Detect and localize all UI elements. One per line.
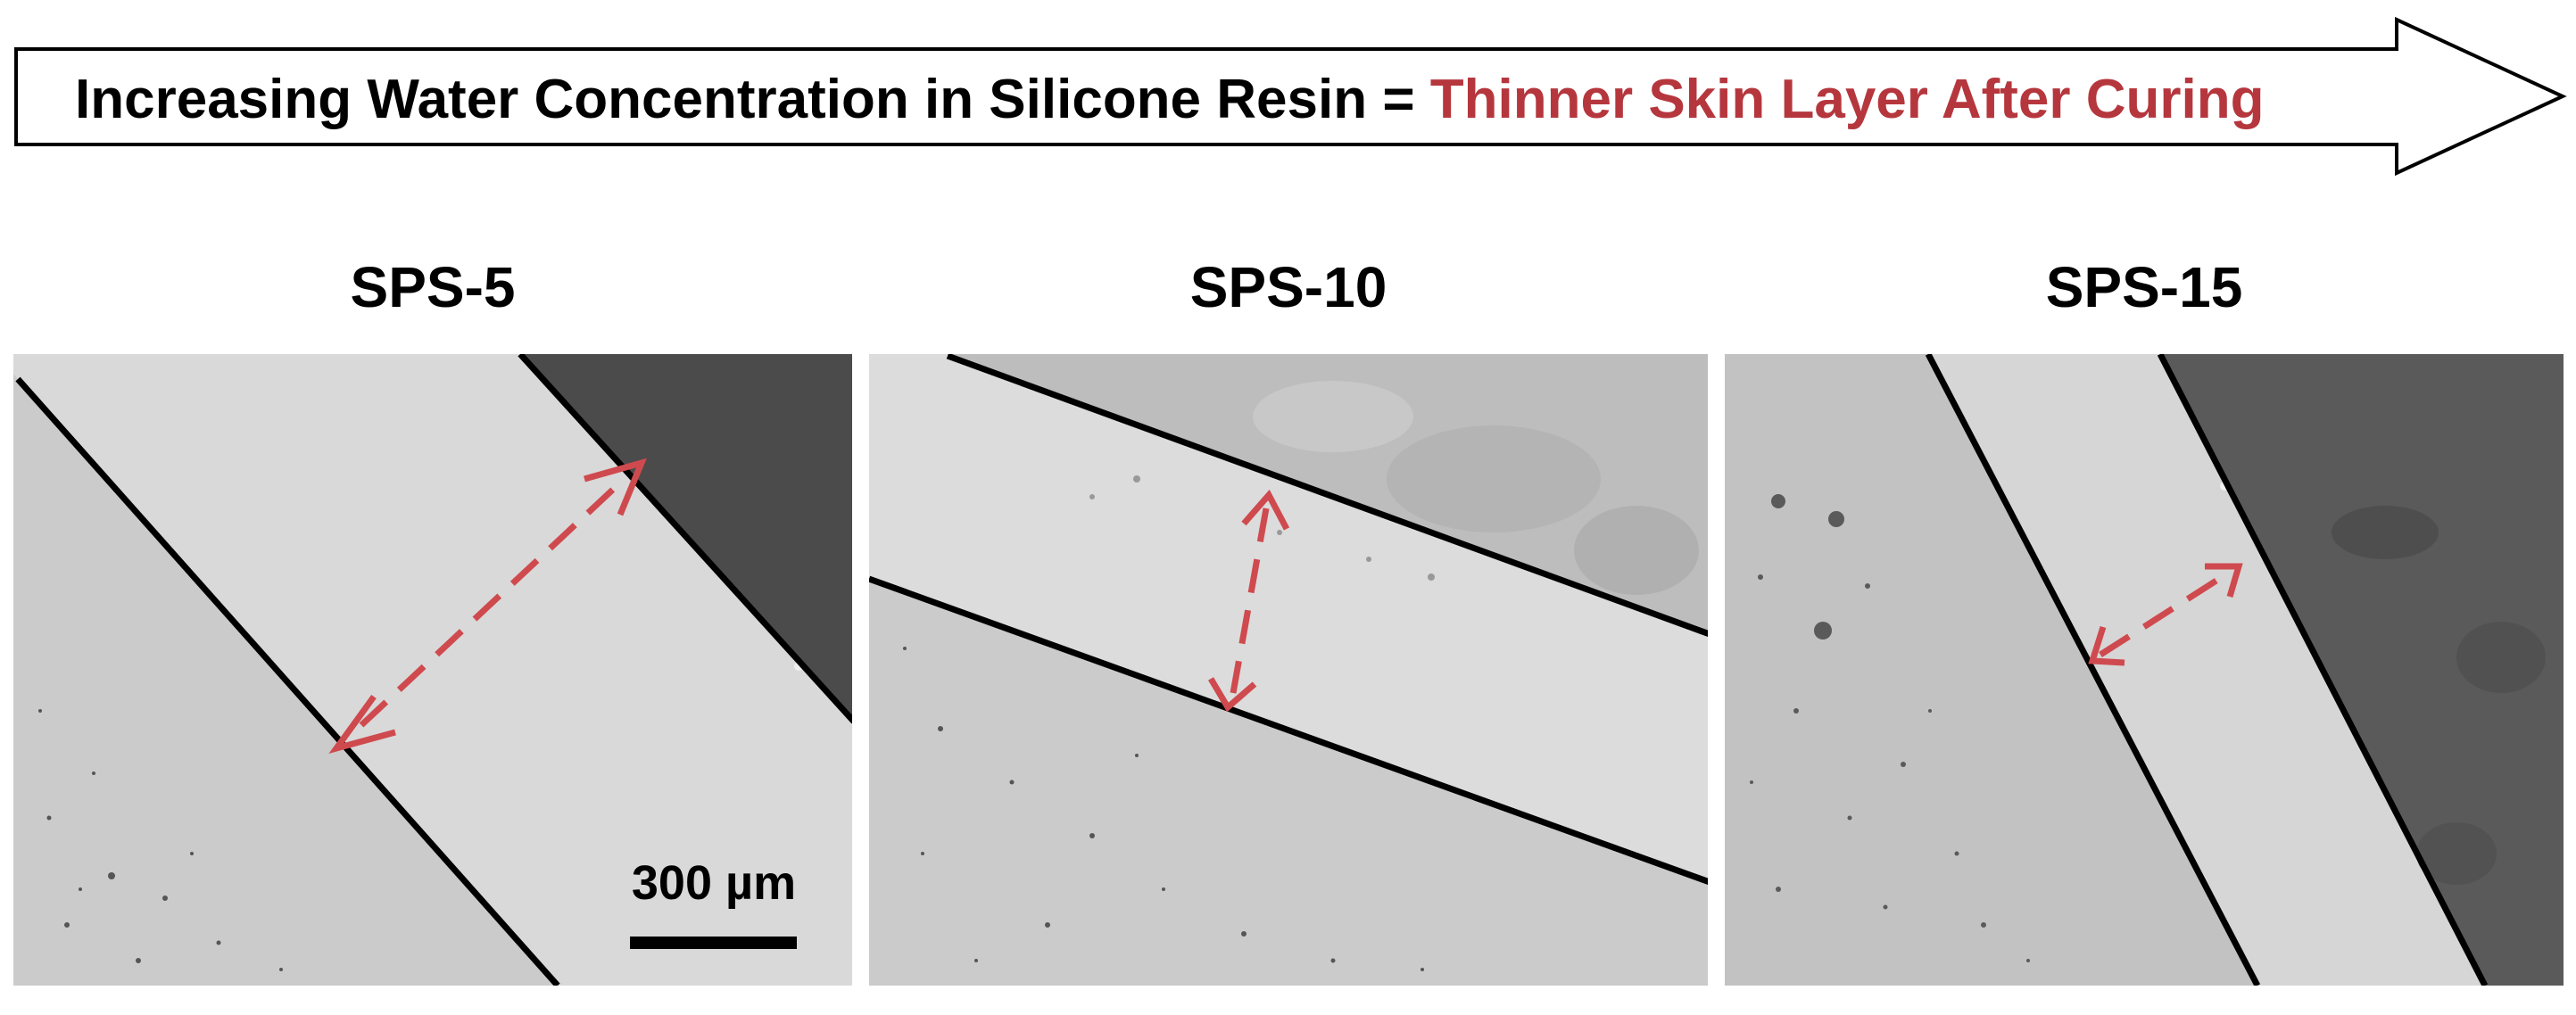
scale-bar: [630, 937, 797, 949]
boundary-line-outer: [518, 354, 852, 724]
sem-image-sps5: [13, 354, 852, 986]
banner-title: Increasing Water Concentration in Silico…: [75, 64, 2265, 136]
boundary-line-inner: [1925, 354, 2261, 986]
panel-label-sps15: SPS-15: [2045, 255, 2243, 319]
thickness-arrow-sps5: [328, 458, 647, 754]
thickness-arrow-sps10: [1207, 489, 1290, 713]
boundary-line-inner: [869, 575, 1708, 885]
banner-title-prefix: Increasing Water Concentration in Silico…: [75, 69, 1430, 130]
panel-label-sps5: SPS-5: [350, 255, 516, 319]
boundary-line-outer: [2157, 354, 2489, 986]
boundary-line-outer: [946, 354, 1708, 637]
scale-bar-label: 300 µm: [631, 856, 797, 910]
sem-image-sps10: [869, 354, 1708, 986]
sem-image-sps15: [1725, 354, 2564, 986]
thickness-arrow-sps15: [2088, 563, 2243, 666]
panel-label-sps10: SPS-10: [1189, 255, 1387, 319]
boundary-line-inner: [15, 376, 560, 986]
banner-arrow: [14, 16, 2567, 177]
banner-title-highlight: Thinner Skin Layer After Curing: [1429, 69, 2265, 130]
